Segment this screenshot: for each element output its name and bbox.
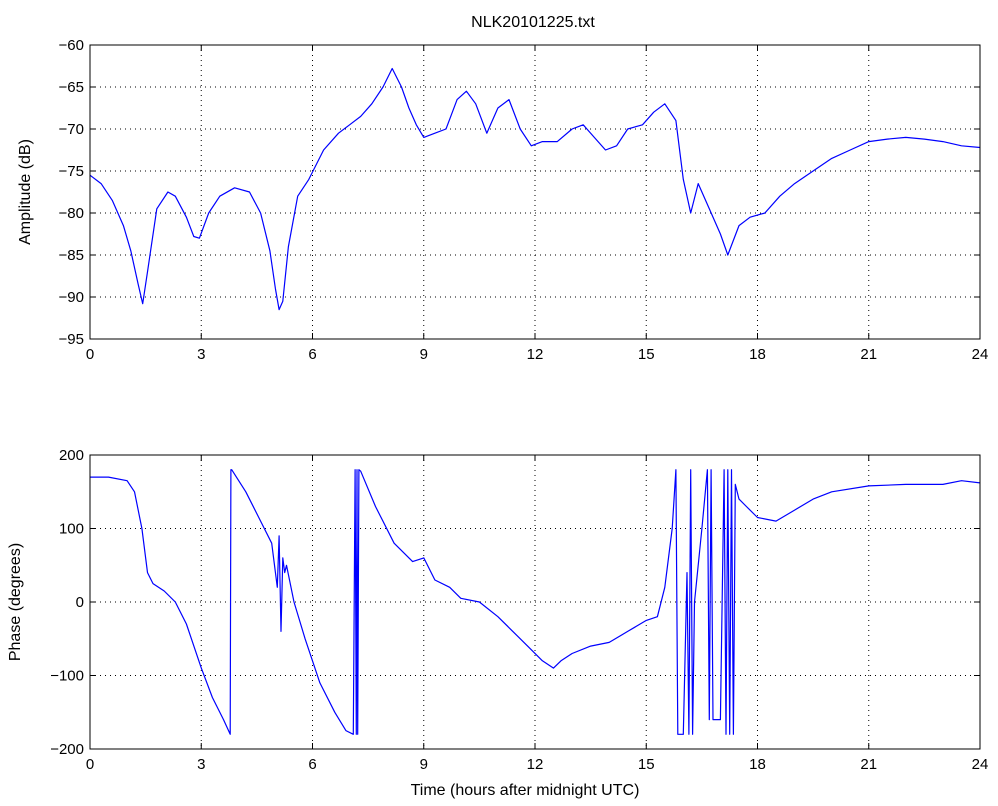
amplitude-ytick-label: −70 — [59, 121, 84, 138]
amplitude-ytick-label: −90 — [59, 289, 84, 306]
phase-xtick-label: 3 — [197, 756, 205, 773]
amplitude-ytick-label: −95 — [59, 331, 84, 348]
amplitude-ylabel: Amplitude (dB) — [17, 139, 34, 245]
phase-ylabel: Phase (degrees) — [7, 543, 24, 661]
phase-xtick-label: 12 — [527, 756, 544, 773]
phase-xtick-label: 18 — [749, 756, 766, 773]
phase-xtick-label: 0 — [86, 756, 94, 773]
amplitude-ytick-label: −60 — [59, 37, 84, 54]
phase-ytick-label: 0 — [76, 594, 84, 611]
amplitude-xtick-label: 0 — [86, 346, 94, 363]
phase-ytick-label: 100 — [59, 521, 84, 538]
amplitude-xtick-label: 24 — [972, 346, 989, 363]
amplitude-xtick-label: 15 — [638, 346, 655, 363]
amplitude-axes-area — [90, 45, 980, 339]
phase-ytick-label: −200 — [50, 741, 84, 758]
amplitude-ytick-label: −65 — [59, 79, 84, 96]
amplitude-xtick-label: 18 — [749, 346, 766, 363]
phase-xtick-label: 9 — [420, 756, 428, 773]
amplitude-xtick-label: 21 — [860, 346, 877, 363]
phase-series-line — [90, 469, 981, 735]
amplitude-plot: 0 3 6 9 12 15 18 21 24 −95 −90 −85 −80 −75 −70 −65 −60 Am… — [17, 37, 988, 363]
phase-xlabel: Time (hours after midnight UTC) — [411, 782, 640, 799]
amplitude-ytick-label: −80 — [59, 205, 84, 222]
phase-xtick-label: 6 — [308, 756, 316, 773]
phase-xtick-label: 15 — [638, 756, 655, 773]
amplitude-series-line — [89, 67, 981, 311]
amplitude-xtick-label: 3 — [197, 346, 205, 363]
amplitude-xtick-label: 9 — [420, 346, 428, 363]
phase-ytick-label: 200 — [59, 447, 84, 464]
amplitude-ytick-label: −75 — [59, 163, 84, 180]
phase-xtick-label: 21 — [860, 756, 877, 773]
phase-plot: 0 3 6 9 12 15 18 21 24 −200 −100 0 100 200 Phase (degr… — [7, 447, 988, 799]
amplitude-ytick-label: −85 — [59, 247, 84, 264]
figure-title: NLK20101225.txt — [471, 14, 595, 31]
amplitude-xtick-label: 6 — [308, 346, 316, 363]
phase-ytick-label: −100 — [50, 668, 84, 685]
phase-xtick-label: 24 — [972, 756, 989, 773]
amplitude-xtick-label: 12 — [527, 346, 544, 363]
